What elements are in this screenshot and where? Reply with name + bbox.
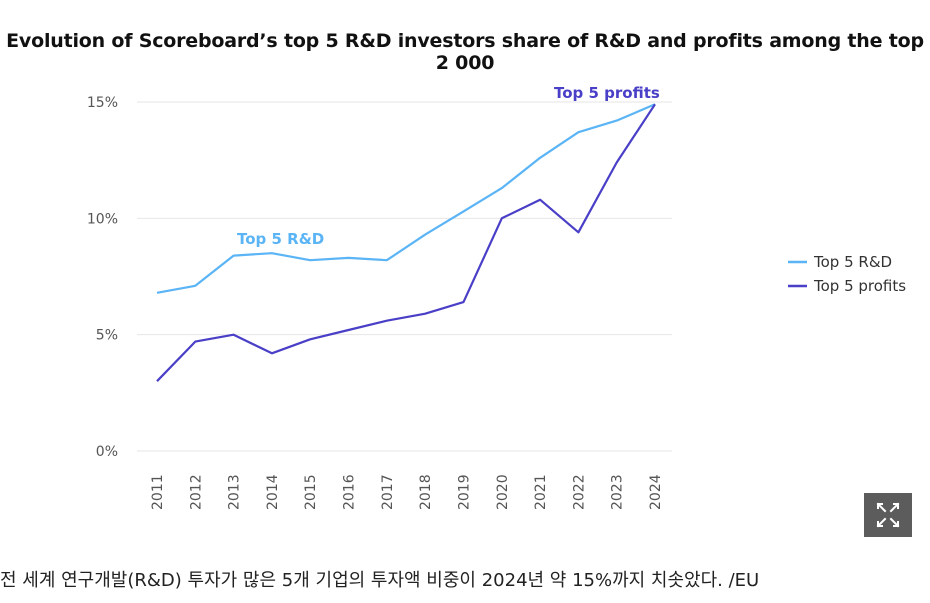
series-line-top-5-r-d: [156, 103, 656, 294]
annotation-label: Top 5 profits: [554, 84, 660, 102]
legend-label: Top 5 profits: [813, 277, 906, 295]
x-tick-label: 2021: [533, 474, 549, 510]
x-tick-label: 2023: [610, 474, 626, 510]
annotation-label: Top 5 R&D: [237, 230, 324, 248]
legend-label: Top 5 R&D: [813, 253, 892, 271]
chart-title: Evolution of Scoreboard’s top 5 R&D inve…: [6, 30, 924, 74]
x-tick-label: 2015: [303, 474, 319, 510]
x-tick-label: 2018: [418, 474, 434, 510]
series-line-top-5-profits: [156, 103, 656, 382]
x-tick-label: 2012: [188, 474, 204, 510]
x-tick-label: 2017: [380, 474, 396, 510]
x-tick-label: 2020: [495, 474, 511, 510]
y-tick-label: 15%: [87, 95, 118, 111]
x-tick-label: 2019: [456, 474, 472, 510]
x-tick-label: 2016: [342, 474, 358, 510]
chart-svg: 0% 5% 10% 15% 2011 2012 2013 2014 2015 2016 2017 2…: [87, 84, 906, 510]
x-tick-label: 2024: [648, 474, 664, 510]
caption: 전 세계 연구개발(R&D) 투자가 많은 5개 기업의 투자액 비중이 202…: [0, 570, 760, 591]
x-tick-label: 2022: [571, 474, 587, 510]
x-tick-label: 2014: [265, 474, 281, 510]
x-tick-label: 2011: [150, 474, 166, 510]
y-tick-label: 5%: [96, 328, 118, 344]
x-tick-label: 2013: [227, 474, 243, 510]
expand-icon: [876, 502, 900, 528]
expand-button[interactable]: [864, 493, 912, 537]
y-tick-label: 10%: [87, 211, 118, 227]
y-tick-label: 0%: [96, 444, 118, 460]
